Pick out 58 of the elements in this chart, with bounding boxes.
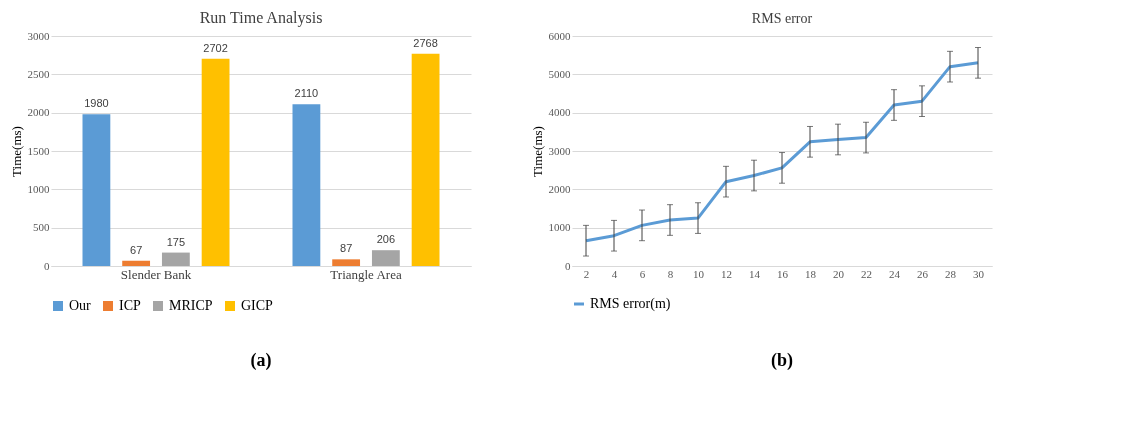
x-tick-label: 30 — [973, 267, 985, 280]
y-tick-label: 1000 — [27, 182, 50, 195]
x-tick-label: 20 — [833, 267, 845, 280]
bar — [292, 104, 321, 266]
data-label: 175 — [166, 235, 186, 248]
bar — [201, 58, 230, 266]
y-tick-label: 6000 — [548, 29, 571, 42]
x-tick-label: 16 — [777, 267, 789, 280]
text: (b) — [771, 350, 793, 371]
bar — [332, 259, 361, 266]
bar — [122, 260, 151, 266]
text: (a) — [250, 350, 272, 371]
x-tick-label: 28 — [945, 267, 957, 280]
y-tick-label: 1500 — [27, 144, 50, 157]
x-tick-label: 14 — [749, 267, 761, 280]
y-tick-label: 500 — [33, 221, 50, 234]
y-tick-label: 1000 — [548, 221, 571, 234]
data-label: 2702 — [203, 41, 228, 54]
x-tick-label: 2 — [583, 267, 590, 280]
x-tick-label: 8 — [667, 267, 674, 280]
data-label: 1980 — [84, 97, 109, 110]
bar — [82, 114, 111, 266]
x-tick-label: 10 — [693, 267, 705, 280]
y-tick-label: 3000 — [27, 29, 50, 42]
data-label: 206 — [376, 233, 396, 246]
data-label: 87 — [340, 242, 353, 255]
x-tick-label: 24 — [889, 267, 901, 280]
y-tick-label: 0 — [565, 259, 571, 272]
bar — [411, 53, 440, 266]
bar — [371, 250, 400, 266]
legend-label: GICP — [241, 298, 274, 313]
chart-title: RMS error — [751, 11, 813, 26]
y-tick-label: 2000 — [548, 182, 571, 195]
x-tick-label: 12 — [721, 267, 732, 280]
x-tick-label: Slender Bank — [120, 266, 192, 282]
y-axis-title: Time(ms) — [8, 126, 24, 177]
y-tick-label: 4000 — [548, 106, 571, 119]
legend-label: MRICP — [169, 298, 213, 313]
chart-title: Run Time Analysis — [199, 9, 323, 27]
y-tick-label: 2500 — [27, 67, 50, 80]
y-axis-title: Time(ms) — [529, 126, 545, 177]
x-tick-label: 26 — [917, 267, 929, 280]
legend-label: RMS error(m) — [590, 296, 671, 312]
y-tick-label: 2000 — [27, 106, 50, 119]
y-tick-label: 5000 — [548, 67, 571, 80]
x-tick-label: Triangle Area — [330, 266, 402, 282]
x-tick-label: 4 — [611, 267, 618, 280]
y-tick-label: 0 — [44, 259, 50, 272]
x-tick-label: 6 — [639, 267, 646, 280]
y-tick-label: 3000 — [548, 144, 571, 157]
bar — [161, 252, 190, 266]
x-tick-label: 18 — [805, 267, 817, 280]
legend-label: Our — [69, 298, 92, 313]
x-tick-label: 22 — [861, 267, 872, 280]
data-label: 2110 — [294, 87, 319, 100]
data-label: 2768 — [413, 36, 438, 49]
legend-label: ICP — [119, 298, 141, 313]
data-label: 67 — [130, 243, 143, 256]
